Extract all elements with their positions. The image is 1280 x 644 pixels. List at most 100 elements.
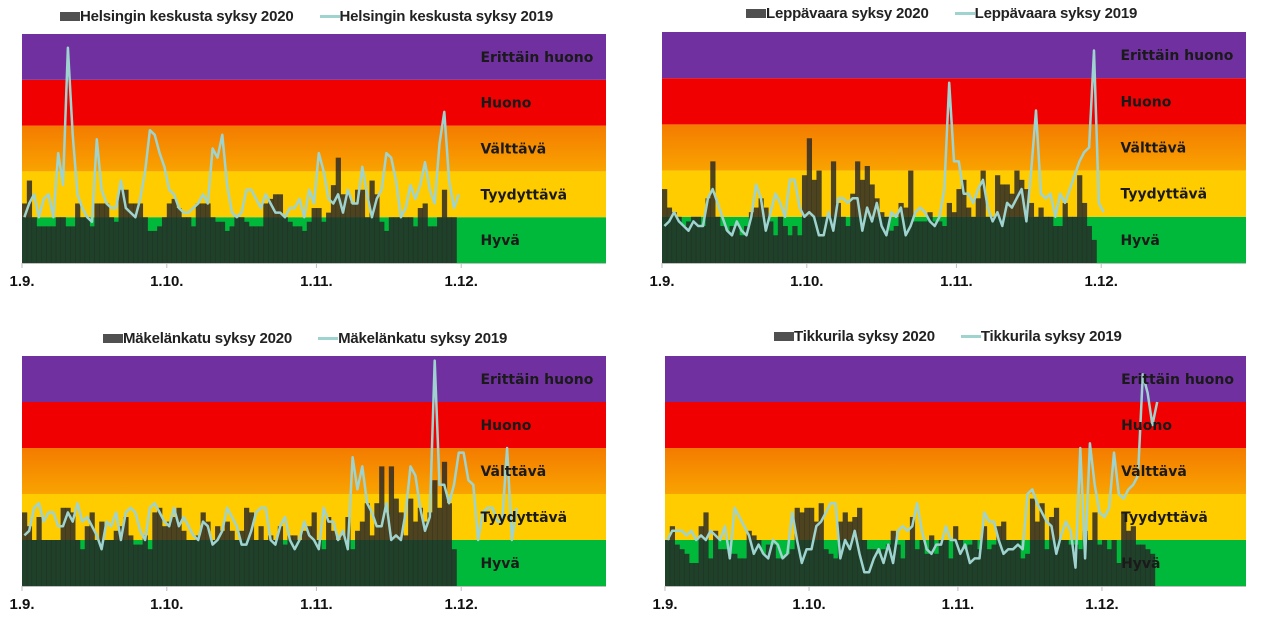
bar — [962, 549, 968, 586]
bar — [753, 207, 759, 263]
bar — [417, 208, 423, 263]
bar — [263, 203, 269, 263]
bar — [1028, 202, 1035, 263]
bar — [741, 558, 748, 586]
bar — [833, 558, 839, 586]
legend-helsingin-keskusta: Helsingin keskusta syksy 2020 Helsingin … — [60, 8, 553, 25]
bar — [847, 521, 853, 586]
bar — [804, 507, 810, 586]
bar — [200, 203, 206, 263]
band-label-huono: Huono — [1121, 418, 1172, 434]
bar — [1077, 175, 1083, 263]
bar — [65, 507, 71, 586]
bar — [46, 226, 52, 263]
bar — [914, 549, 920, 586]
bar — [722, 549, 728, 586]
bar — [893, 226, 899, 263]
bar — [171, 198, 177, 263]
bar — [383, 512, 390, 586]
bar — [374, 503, 380, 586]
bar-swatch-icon — [103, 334, 123, 343]
bar — [200, 512, 206, 586]
bar — [826, 216, 832, 263]
bar — [1140, 544, 1146, 586]
bar — [234, 540, 240, 586]
bar — [253, 540, 259, 586]
bar — [31, 540, 37, 586]
band-label-tyydyttava: Tyydyttävä — [1121, 510, 1208, 526]
bar — [797, 235, 803, 263]
band-label-valttava: Välttävä — [1120, 141, 1186, 157]
bar — [981, 526, 988, 586]
bar — [408, 498, 414, 586]
bar — [176, 208, 182, 263]
bar — [22, 203, 28, 263]
bar — [268, 535, 274, 586]
bar — [744, 226, 750, 263]
bar — [84, 217, 90, 263]
bar — [345, 194, 351, 263]
bar — [104, 203, 110, 263]
bar — [695, 216, 702, 263]
bar — [311, 208, 317, 263]
bar — [403, 217, 409, 263]
bar — [330, 530, 337, 586]
bar — [787, 235, 793, 263]
bar — [828, 553, 834, 586]
band-label-erittain-huono: Erittäin huono — [1120, 48, 1233, 64]
bar — [412, 226, 419, 263]
bar — [142, 217, 148, 263]
bar — [1086, 226, 1092, 263]
bar — [451, 549, 457, 586]
bar — [951, 212, 957, 263]
bar — [888, 230, 895, 263]
legend-label: Mäkelänkatu syksy 2019 — [338, 330, 508, 347]
bar — [922, 221, 928, 263]
bar — [441, 189, 448, 263]
bar — [369, 180, 375, 263]
bar — [248, 226, 255, 263]
bar — [388, 217, 395, 263]
bar — [364, 503, 370, 586]
bar — [330, 185, 337, 263]
legend-item-2020: Mäkelänkatu syksy 2020 — [103, 330, 292, 347]
band-label-hyva: Hyvä — [480, 556, 519, 572]
bar — [190, 226, 197, 263]
band-erittain-huono — [665, 356, 1246, 402]
bar — [961, 179, 967, 263]
bar — [137, 203, 144, 263]
bar — [108, 540, 115, 586]
bar — [36, 226, 42, 263]
bar — [1087, 540, 1093, 586]
bar — [1057, 226, 1063, 263]
bar — [912, 221, 919, 263]
bar — [850, 193, 856, 263]
bar — [975, 198, 981, 263]
bar — [427, 226, 433, 263]
bar — [967, 544, 973, 586]
bar — [437, 507, 443, 586]
bar — [60, 507, 66, 586]
band-label-valttava: Välttävä — [480, 464, 546, 480]
bar — [1091, 239, 1097, 263]
bar — [770, 544, 776, 586]
bar — [60, 217, 66, 263]
bar — [830, 161, 837, 263]
bar — [1029, 498, 1036, 586]
bar — [137, 544, 144, 586]
line-2019 — [663, 49, 1105, 237]
bar — [321, 549, 327, 586]
bar — [1023, 189, 1030, 263]
bar — [133, 203, 139, 263]
bar — [985, 216, 991, 263]
bar — [229, 226, 235, 263]
bar-swatch-icon — [774, 332, 794, 341]
bar — [816, 170, 822, 263]
bar — [1125, 530, 1132, 586]
bar — [1101, 540, 1108, 586]
bar — [869, 184, 875, 263]
bar-swatch-icon — [746, 9, 766, 18]
bar — [422, 521, 428, 586]
bar — [1052, 226, 1059, 263]
band-label-hyva: Hyvä — [1120, 233, 1159, 249]
